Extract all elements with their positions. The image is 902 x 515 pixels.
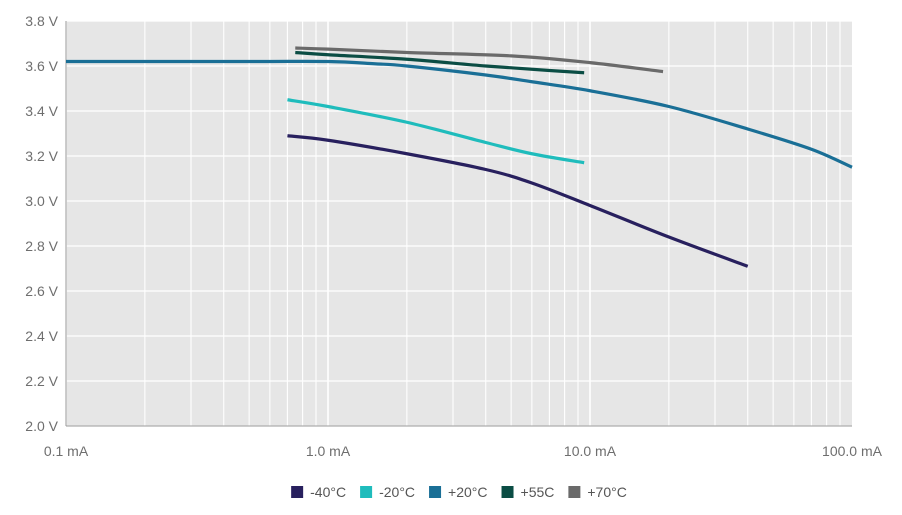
grid xyxy=(65,20,852,427)
x-tick-label: 0.1 mA xyxy=(44,443,89,459)
legend-swatch-20c xyxy=(360,486,373,498)
legend-swatch-70c xyxy=(568,486,581,498)
y-tick-label: 2.0 V xyxy=(25,418,58,434)
y-tick-label: 3.8 V xyxy=(25,13,58,29)
x-tick-label: 100.0 mA xyxy=(822,443,883,459)
y-tick-label: 2.2 V xyxy=(25,373,58,389)
y-tick-label: 2.4 V xyxy=(25,328,58,344)
y-tick-label: 2.8 V xyxy=(25,238,58,254)
y-tick-label: 3.2 V xyxy=(25,148,58,164)
series-line-70c xyxy=(295,46,664,74)
legend-label-70c: +70°C xyxy=(587,484,626,500)
plot-background xyxy=(66,21,852,426)
legend-label-20c: -20°C xyxy=(379,484,415,500)
series-line-40c xyxy=(287,134,749,268)
legend-label-20c: +20°C xyxy=(448,484,487,500)
axes: 2.0 V 2.2 V 2.4 V 2.6 V 2.8 V 3.0 V 3.2 V 3.4 V… xyxy=(25,13,882,459)
y-tick-label: 3.4 V xyxy=(25,103,58,119)
series-line-20c xyxy=(287,98,585,165)
x-tick-label: 10.0 mA xyxy=(564,443,617,459)
legend-label-55c: +55C xyxy=(521,484,555,500)
y-tick-label: 3.0 V xyxy=(25,193,58,209)
series-line-20c xyxy=(65,59,853,169)
series-line-55c xyxy=(295,50,585,75)
legend-swatch-40c xyxy=(291,486,304,498)
y-tick-label: 2.6 V xyxy=(25,283,58,299)
legend: -40°C -20°C +20°C +55C +70°C xyxy=(291,484,627,500)
legend-swatch-55c xyxy=(501,486,514,498)
legend-label-40c: -40°C xyxy=(310,484,346,500)
y-tick-label: 3.6 V xyxy=(25,58,58,74)
series-lines xyxy=(65,46,853,268)
x-tick-label: 1.0 mA xyxy=(306,443,351,459)
legend-swatch-20c xyxy=(429,486,442,498)
